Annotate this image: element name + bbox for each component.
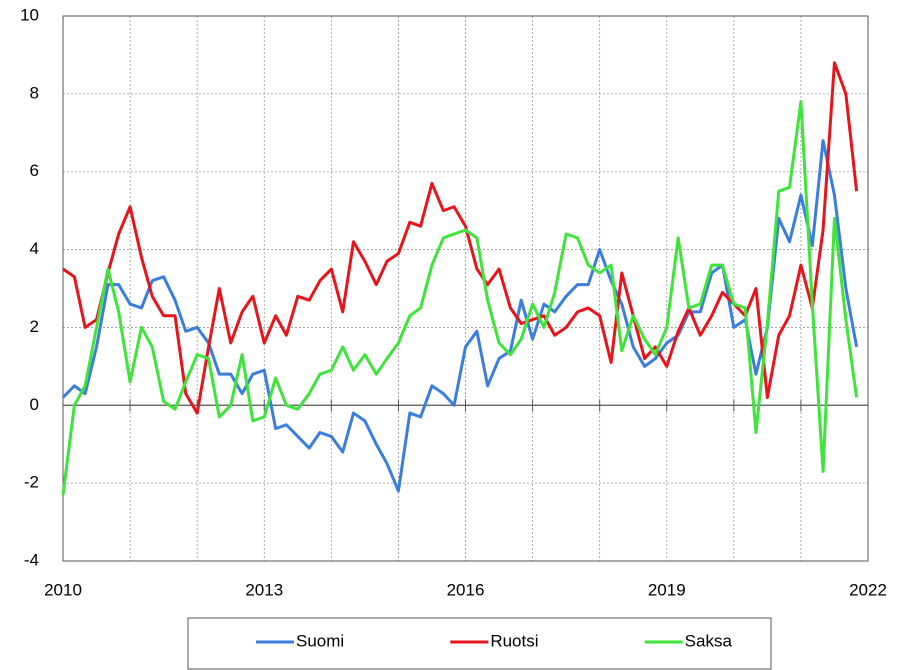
y-tick-label: -2: [24, 473, 39, 492]
y-tick-label: 6: [30, 161, 39, 180]
data-line: [62, 61, 859, 415]
legend-label: Suomi: [296, 631, 344, 650]
data-line: [61, 139, 859, 493]
y-tick-label: 10: [20, 5, 39, 24]
plot-frame: [62, 15, 869, 562]
legend-label: Ruotsi: [490, 631, 538, 650]
y-tick-label: 8: [30, 83, 39, 102]
y-tick-label: 0: [30, 395, 39, 414]
x-tick-label: 2022: [849, 580, 887, 599]
x-tick-label: 2013: [245, 580, 283, 599]
data-line: [61, 100, 859, 496]
y-tick-label: -4: [24, 550, 39, 569]
x-tick-label: 2016: [447, 580, 485, 599]
x-tick-label: 2019: [648, 580, 686, 599]
y-tick-label: 2: [30, 317, 39, 336]
y-tick-label: 4: [30, 239, 39, 258]
legend-label: Saksa: [685, 631, 733, 650]
x-tick-label: 2010: [44, 580, 82, 599]
